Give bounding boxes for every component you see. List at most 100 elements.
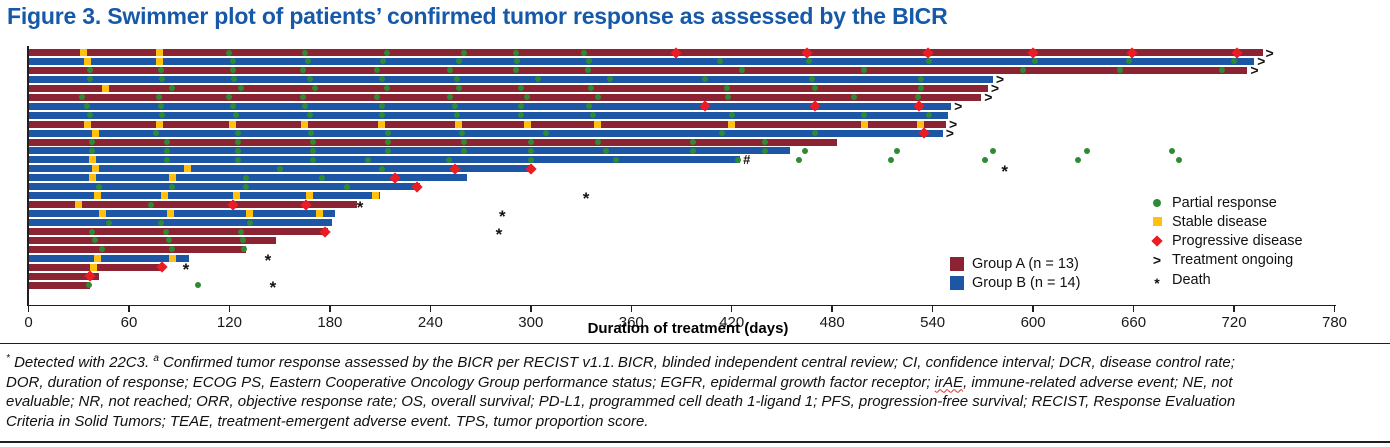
partial-response-marker [735, 156, 742, 163]
partial-response-marker [1175, 156, 1182, 163]
partial-response-marker [917, 76, 924, 83]
partial-response-marker [527, 147, 534, 154]
partial-response-marker [725, 94, 732, 101]
x-axis-tick [128, 306, 130, 312]
partial-response-marker [166, 237, 173, 244]
partial-response-marker [385, 130, 392, 137]
patient-bar-group-b [28, 219, 332, 227]
partial-response-marker [527, 156, 534, 163]
x-axis-tick-label: 540 [920, 314, 946, 331]
partial-response-marker [455, 85, 462, 92]
partial-response-marker [795, 156, 802, 163]
stable-disease-marker [167, 210, 175, 218]
stable-disease-marker [594, 120, 602, 128]
legend-symbol-cell: * [1146, 270, 1168, 290]
x-axis-tick-label: 780 [1321, 314, 1348, 331]
partial-response-marker [613, 156, 620, 163]
treatment-ongoing-arrow: > [945, 125, 954, 142]
partial-response-marker [380, 58, 387, 65]
partial-response-marker [234, 156, 241, 163]
death-marker: * [499, 206, 506, 226]
patient-bar-group-b [28, 57, 1255, 65]
partial-response-marker [229, 103, 236, 110]
partial-response-marker [1117, 67, 1124, 74]
partial-response-marker [588, 85, 595, 92]
partial-response-marker [305, 58, 312, 65]
marker-legend-row: Partial response [1146, 193, 1366, 212]
death-marker: * [264, 251, 272, 271]
patient-bar-group-a [28, 49, 1263, 56]
partial-response-marker [1083, 147, 1090, 154]
footnote-text: Confirmed tumor response assessed by the… [158, 354, 1235, 371]
partial-response-marker [887, 156, 894, 163]
x-axis-tick [1333, 306, 1336, 312]
partial-response-marker [194, 282, 201, 289]
stable-disease-marker [102, 84, 110, 92]
treatment-ongoing-arrow: > [1257, 53, 1266, 70]
death-marker: * [356, 197, 364, 217]
partial-response-marker [762, 147, 769, 154]
partial-response-marker [156, 94, 163, 101]
partial-response-marker [584, 67, 591, 74]
partial-response-marker [728, 112, 735, 119]
treatment-ongoing-arrow: > [995, 71, 1005, 88]
partial-response-marker [534, 76, 541, 83]
partial-response-marker [447, 94, 454, 101]
partial-response-marker [589, 112, 596, 119]
x-axis-tick-label: 360 [618, 314, 644, 331]
y-axis-line [27, 46, 29, 305]
partial-response-marker [152, 130, 159, 137]
partial-response-marker [92, 237, 99, 244]
partial-response-marker [246, 219, 253, 226]
partial-response-marker [308, 130, 315, 137]
stable-disease-marker [168, 174, 176, 182]
group-color-swatch [950, 275, 964, 290]
partial-response-marker [517, 112, 524, 119]
partial-response-legend-icon [1153, 198, 1161, 207]
x-axis-tick-label: 120 [216, 314, 242, 331]
partial-response-marker [723, 85, 730, 92]
stable-disease-marker [155, 57, 163, 65]
partial-response-marker [99, 246, 106, 253]
treatment-ongoing-arrow: > [1265, 44, 1274, 61]
footnote-text: * [6, 353, 10, 364]
partial-response-marker [809, 76, 816, 83]
partial-response-marker [514, 58, 521, 65]
x-axis-tick [630, 306, 633, 312]
partial-response-marker [238, 228, 245, 235]
partial-response-marker [926, 112, 933, 119]
treatment-ongoing-arrow: > [1250, 62, 1259, 79]
partial-response-marker [234, 139, 241, 145]
partial-response-marker [310, 156, 317, 163]
partial-response-marker [717, 58, 723, 65]
stable-disease-marker [75, 201, 83, 209]
stable-disease-marker [232, 192, 240, 200]
stable-disease-marker [88, 156, 96, 164]
stable-disease-marker [378, 120, 386, 128]
stable-disease-marker [98, 210, 106, 218]
footnote-text: Criteria in Solid Tumors; TEAE, treatmen… [6, 412, 649, 430]
partial-response-marker [301, 103, 308, 110]
footnote-line: evaluable; NR, not reached; ORR, objecti… [6, 392, 1386, 412]
patient-bar-group-b [28, 102, 952, 110]
partial-response-marker [157, 103, 164, 110]
partial-response-marker [701, 76, 708, 83]
partial-response-marker [162, 228, 169, 235]
partial-response-marker [459, 130, 466, 137]
footnote-misspelled-term: irAE [934, 373, 964, 391]
figure-title: Figure 3. Swimmer plot of patients’ conf… [7, 3, 948, 29]
patient-bar-group-b [28, 192, 381, 200]
group-legend-row: Group B (n = 14) [950, 273, 1150, 292]
partial-response-marker [581, 49, 588, 56]
partial-response-marker [1031, 58, 1038, 65]
patient-bar-group-a [28, 201, 357, 209]
stable-disease-marker [90, 263, 98, 271]
partial-response-marker [1020, 67, 1027, 74]
patient-bar-group-a [28, 228, 329, 235]
partial-response-marker [926, 58, 933, 65]
legend-symbol-cell [1146, 193, 1168, 212]
stable-disease-marker [91, 129, 99, 137]
x-axis-tick-label: 600 [1020, 314, 1046, 331]
partial-response-marker [1219, 67, 1226, 74]
partial-response-marker [234, 147, 241, 154]
